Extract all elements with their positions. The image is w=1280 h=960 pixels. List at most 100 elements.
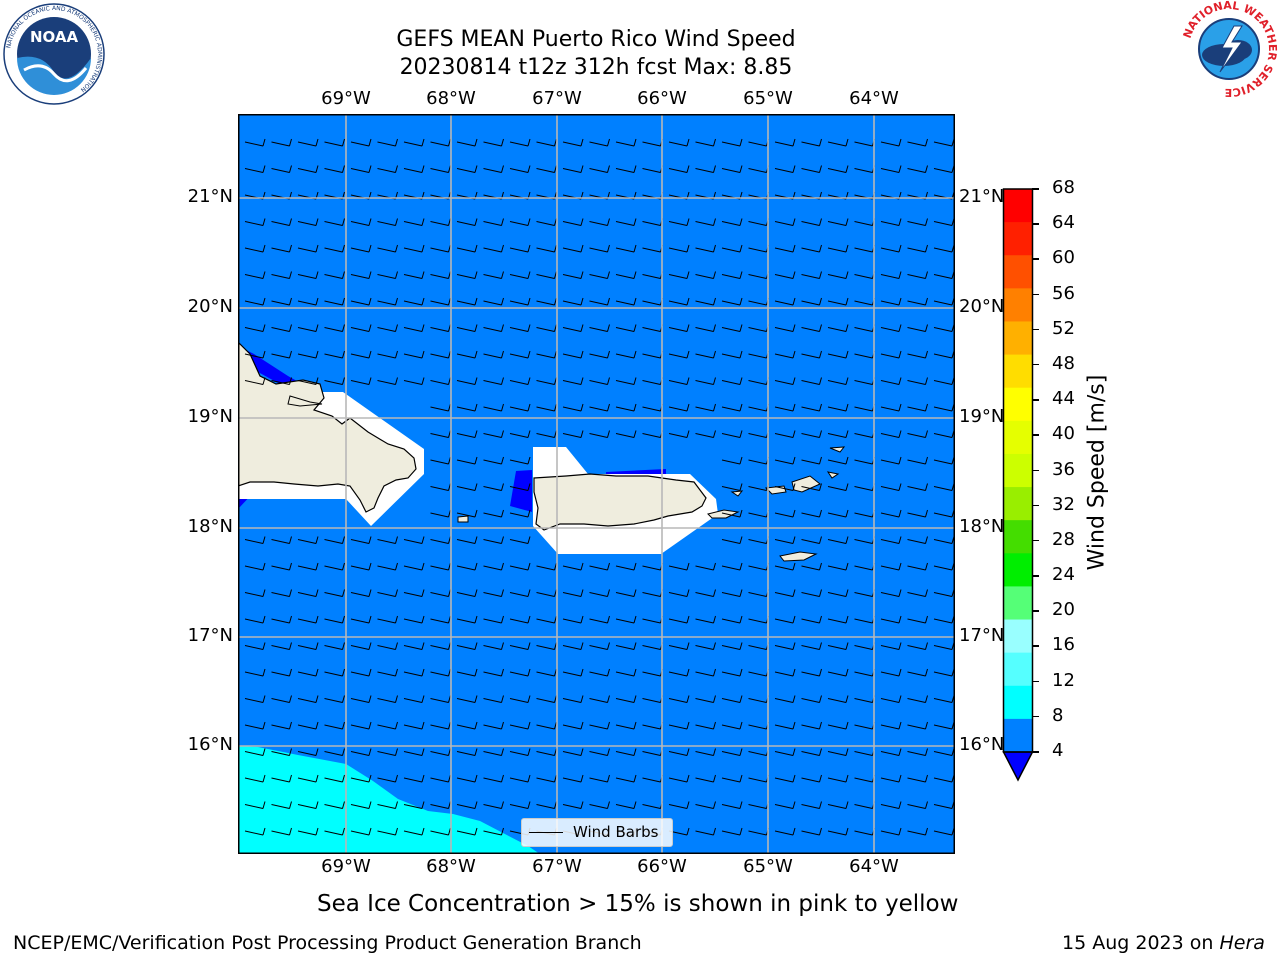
colorbar-tick-mark [1032, 575, 1039, 577]
wind-barb [536, 721, 557, 730]
wind-barb [589, 377, 610, 385]
wind-barb [907, 721, 928, 730]
wind-barb [907, 801, 928, 809]
wind-barb [403, 244, 425, 253]
wind-barb [456, 774, 478, 783]
wind-barb [907, 748, 928, 756]
wind-barb [695, 748, 716, 756]
wind-barb [536, 350, 557, 359]
colorbar-tick-mark [1032, 504, 1039, 507]
wind-barb [403, 218, 425, 226]
wind-barb [430, 721, 451, 730]
wind-barb [774, 642, 796, 650]
wind-barb [350, 271, 372, 279]
wind-barb [509, 456, 531, 465]
wind-barb [350, 589, 372, 597]
wind-barb [721, 403, 743, 412]
wind-barb [721, 138, 743, 147]
wind-barb [350, 324, 372, 332]
wind-barb [562, 377, 584, 385]
wind-barb [430, 165, 451, 173]
wind-barb [801, 668, 822, 677]
colorbar-tick-label: 36 [1052, 458, 1075, 480]
colorbar-band [1003, 255, 1033, 289]
wind-barb [483, 536, 504, 544]
wind-barb [430, 430, 451, 438]
wind-barb [430, 748, 451, 756]
wind-barb [827, 774, 849, 783]
wind-barb [774, 536, 796, 544]
wind-barb [721, 218, 743, 226]
wind-barb [271, 218, 292, 226]
wind-barb [297, 244, 319, 253]
wind-barb [589, 562, 610, 571]
wind-barb [801, 456, 822, 465]
wind-barb [774, 827, 796, 836]
wind-barb [721, 801, 743, 809]
wind-barb [377, 562, 398, 571]
wind-barb [430, 827, 451, 836]
wind-barb [271, 271, 292, 279]
wind-barb [377, 615, 398, 624]
wind-barb [324, 218, 345, 226]
wind-barb [827, 456, 849, 465]
wind-barb [668, 271, 690, 279]
wind-barb [271, 801, 292, 809]
wind-barb [801, 589, 822, 597]
wind-barb [774, 721, 796, 730]
longitude-label: 64°W [849, 88, 899, 109]
wind-under-4-region-pr-west [510, 470, 532, 512]
wind-barb [297, 668, 319, 677]
wind-barb [244, 748, 266, 756]
wind-barb [324, 244, 345, 253]
run-date: 15 Aug 2023 on Hera [1062, 932, 1265, 954]
wind-barb [827, 297, 849, 306]
colorbar-tick-label: 64 [1052, 212, 1075, 234]
wind-barb [456, 350, 478, 359]
wind-barb [774, 324, 796, 332]
colorbar-tick-mark [1032, 258, 1039, 260]
wind-barb [562, 721, 584, 730]
longitude-label: 66°W [637, 88, 687, 109]
wind-barb [509, 615, 531, 624]
wind-barb [536, 748, 557, 756]
wind-barb [827, 244, 849, 253]
wind-barb [456, 165, 478, 173]
wind-barb [483, 615, 504, 624]
wind-barb [483, 244, 504, 253]
colorbar-tick-label: 60 [1052, 247, 1075, 269]
wind-barb [244, 774, 266, 783]
wind-barb [827, 536, 849, 544]
wind-barbs-layer [244, 138, 955, 836]
wind-barb [801, 138, 822, 147]
wind-barb [562, 297, 584, 306]
wind-barb [801, 774, 822, 783]
colorbar-band [1003, 354, 1033, 389]
latitude-label: 21°N [187, 186, 233, 207]
wind-barb [244, 668, 266, 677]
wind-barb [721, 615, 743, 624]
wind-barb [536, 589, 557, 597]
wind-barb [271, 536, 292, 544]
wind-barb [774, 377, 796, 385]
wind-barb [695, 801, 716, 809]
wind-barb [589, 615, 610, 624]
wind-barb [483, 668, 504, 677]
wind-barb [536, 668, 557, 677]
colorbar-tick-label: 40 [1052, 423, 1075, 445]
wind-barb [271, 642, 292, 650]
wind-barb [509, 801, 531, 809]
wind-barb [324, 827, 345, 836]
wind-barb [907, 509, 928, 518]
wind-barb [907, 615, 928, 624]
wind-barb-legend-line [529, 832, 563, 833]
wind-barb [430, 483, 451, 491]
wind-barb [271, 774, 292, 783]
wind-barb [827, 218, 849, 226]
wind-barb [509, 218, 531, 226]
wind-barb [536, 377, 557, 385]
wind-barb [774, 430, 796, 438]
wind-barb [801, 271, 822, 279]
wind-barb [324, 562, 345, 571]
mona-island [457, 515, 469, 523]
